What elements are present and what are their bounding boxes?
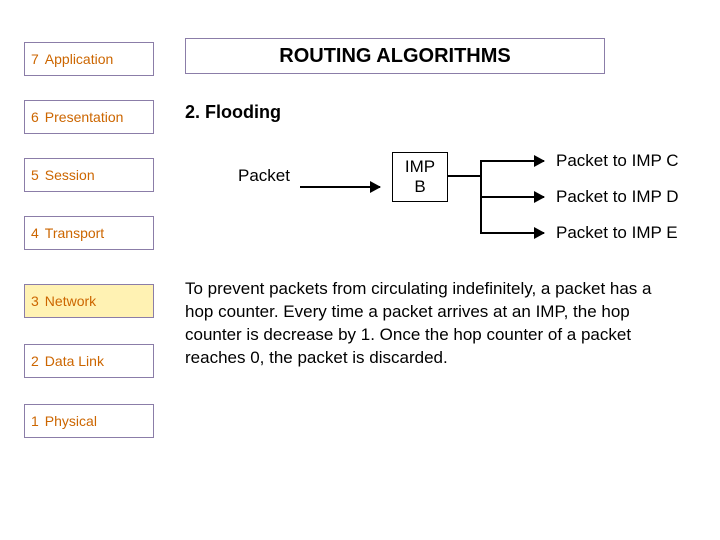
branch-label: Packet to IMP D	[556, 187, 679, 207]
layer-label: Network	[45, 293, 96, 309]
layer-box: 3 Network	[24, 284, 154, 318]
branch-arrow	[480, 232, 544, 234]
layer-label: Data Link	[45, 353, 104, 369]
layer-number: 2	[31, 353, 39, 369]
trunk-line	[448, 175, 482, 177]
layer-box: 4 Transport	[24, 216, 154, 250]
layer-label: Presentation	[45, 109, 124, 125]
layer-label: Transport	[45, 225, 104, 241]
layer-number: 6	[31, 109, 39, 125]
imp-label-line2: B	[414, 177, 425, 196]
packet-label: Packet	[238, 166, 290, 186]
imp-node: IMP B	[392, 152, 448, 202]
layer-label: Application	[45, 51, 114, 67]
layer-number: 7	[31, 51, 39, 67]
imp-label-line1: IMP	[405, 157, 435, 176]
title-text: ROUTING ALGORITHMS	[279, 45, 510, 68]
title-box: ROUTING ALGORITHMS	[185, 38, 605, 74]
layer-number: 3	[31, 293, 39, 309]
imp-label: IMP B	[405, 157, 435, 196]
branch-label: Packet to IMP E	[556, 223, 678, 243]
layer-label: Session	[45, 167, 95, 183]
layer-box: 7 Application	[24, 42, 154, 76]
branch-arrow	[480, 160, 544, 162]
branch-arrow	[480, 196, 544, 198]
layer-number: 5	[31, 167, 39, 183]
layer-box: 2 Data Link	[24, 344, 154, 378]
arrow-in	[300, 186, 380, 188]
layer-label: Physical	[45, 413, 97, 429]
branch-label: Packet to IMP C	[556, 151, 679, 171]
layer-number: 4	[31, 225, 39, 241]
layer-box: 1 Physical	[24, 404, 154, 438]
explanation-paragraph: To prevent packets from circulating inde…	[185, 278, 655, 370]
layer-number: 1	[31, 413, 39, 429]
layer-box: 5 Session	[24, 158, 154, 192]
layer-box: 6 Presentation	[24, 100, 154, 134]
subtitle: 2. Flooding	[185, 102, 281, 123]
